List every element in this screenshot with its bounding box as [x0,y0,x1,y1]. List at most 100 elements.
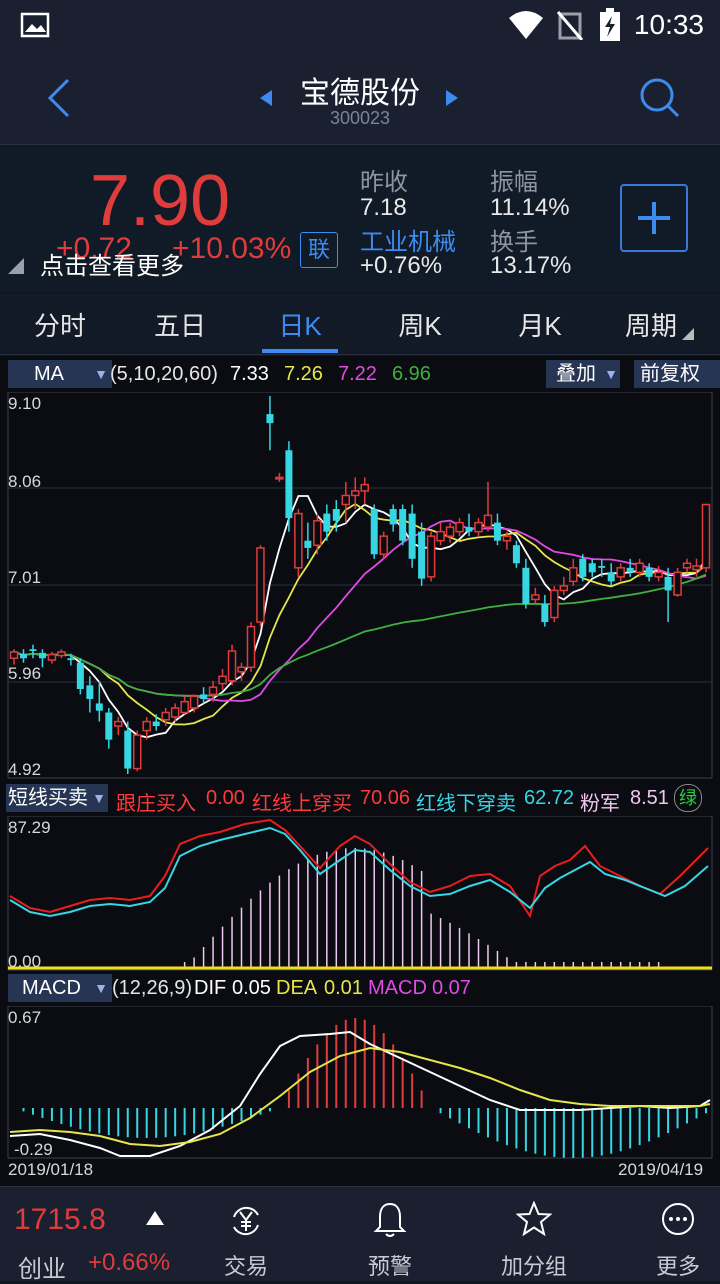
index-value[interactable]: 1715.8 [14,1203,106,1236]
clock: 10:33 [633,9,704,40]
link-badge[interactable]: 联 [300,232,338,268]
candle [304,522,312,559]
overlay-button[interactable]: 叠加 ▼ [546,360,620,388]
turnover-label: 换手 [490,229,538,256]
macd-params: (12,26,9) [112,977,193,999]
candle [360,477,369,505]
candle [436,522,445,546]
more-hint[interactable]: 点击查看更多 [40,253,184,280]
kline-chart[interactable] [0,392,720,780]
candle [379,531,388,559]
ma-selector[interactable]: MA ▼ [8,360,112,388]
candle [408,504,416,568]
price-axis-label: 9.10 [8,394,42,413]
candle [579,554,587,582]
candle [341,481,351,523]
adjust-button[interactable]: 前复权 [634,360,720,388]
candle [351,477,360,510]
short-axis-label: 0.00 [8,952,42,971]
candle [588,558,596,577]
no-signal-icon [556,11,584,40]
nav-alert[interactable]: 预警 [330,1197,450,1281]
tab-monthly-k[interactable]: 月K [518,311,562,341]
candle [294,509,303,577]
cyan-line [9,826,709,918]
red-cross-sell-value: 62.72 [524,787,575,809]
candle [9,649,19,665]
pink-army-label: 粉军 [580,793,620,815]
candle [598,558,606,577]
overlay-button-label: 叠加 [556,363,596,385]
up-arrow-icon [146,1211,164,1225]
candle [502,531,512,550]
candle [218,669,227,690]
candle [189,694,199,713]
candle [370,504,378,559]
ma20-value: 7.22 [338,363,377,385]
candle [124,721,132,774]
red-line [9,818,709,919]
candle [616,563,625,582]
candle [170,703,180,722]
candle [105,707,113,749]
search-icon[interactable] [638,76,682,120]
add-watchlist-button[interactable] [620,184,688,252]
amplitude-label: 振幅 [490,169,538,196]
bottom-bar: 1715.8 创业 +0.66% 交易 预警 加分组 更多 [0,1186,720,1283]
follow-buy-label: 跟庄买入 [116,793,196,815]
ma10-line [13,502,707,726]
nav-add-group[interactable]: 加分组 [474,1197,594,1281]
candle [266,396,274,451]
candle [483,481,493,532]
ma-selector-label: MA [34,363,64,385]
tab-fenshi[interactable]: 分时 [33,311,86,341]
macd-chart[interactable] [0,1006,720,1160]
candle [654,566,663,582]
candle [465,513,473,537]
green-badge[interactable]: 绿 [674,784,702,812]
short-term-chart[interactable] [0,816,720,972]
period-tabs: 分时 五日 日K 周K 月K 周期 [0,294,720,355]
quote-panel[interactable]: 7.90 +0.72 +10.03% 联 点击查看更多 昨收 7.18 工业机械… [0,146,720,292]
tab-weekly-k[interactable]: 周K [398,311,442,341]
dea-label: DEA [276,977,318,999]
candle [474,518,483,537]
tab-period[interactable]: 周期 [624,311,677,341]
ma-params: (5,10,20,60) [110,363,218,385]
macd-axis-label: -0.29 [14,1140,53,1159]
sector-label[interactable]: 工业机械 [360,229,456,256]
short-legend-bar: 短线买卖 ▼ 跟庄买入 0.00 红线上穿买 70.06 红线下穿卖 62.72… [0,784,720,815]
candle [512,540,520,568]
short-selector[interactable]: 短线买卖 ▼ [6,784,108,812]
tab-wuri[interactable]: 五日 [153,311,206,341]
chevron-down-icon: ▼ [94,366,108,382]
candle [227,644,237,686]
candle [389,504,397,532]
macd-selector-label: MACD [22,977,81,999]
candle [323,504,331,541]
prev-stock-icon[interactable] [258,88,274,108]
nav-add-group-label: 加分组 [500,1254,567,1279]
ma5-value: 7.33 [230,363,269,385]
candle [275,472,284,482]
candle [95,680,103,722]
candle [332,499,340,532]
macd-selector[interactable]: MACD ▼ [8,974,112,1002]
ma-legend-bar: MA ▼ (5,10,20,60) 7.33 7.26 7.22 6.96 叠加… [0,360,720,390]
nav-more[interactable]: 更多 [618,1197,720,1281]
corner-triangle-icon [8,258,24,274]
nav-alert-label: 预警 [367,1254,412,1279]
nav-trade[interactable]: 交易 [186,1197,306,1281]
back-icon[interactable] [44,76,74,120]
tab-daily-k[interactable]: 日K [278,311,322,341]
candle [47,651,57,664]
macd-axis-label: 0.67 [8,1008,42,1027]
candle [313,513,322,555]
candle [142,717,151,740]
end-date: 2019/04/19 [618,1160,704,1179]
ma60-line [13,573,707,697]
chart-area[interactable]: MA ▼ (5,10,20,60) 7.33 7.26 7.22 6.96 叠加… [0,356,720,1186]
dif-line [9,1030,711,1157]
candle [607,563,615,586]
next-stock-icon[interactable] [444,88,460,108]
